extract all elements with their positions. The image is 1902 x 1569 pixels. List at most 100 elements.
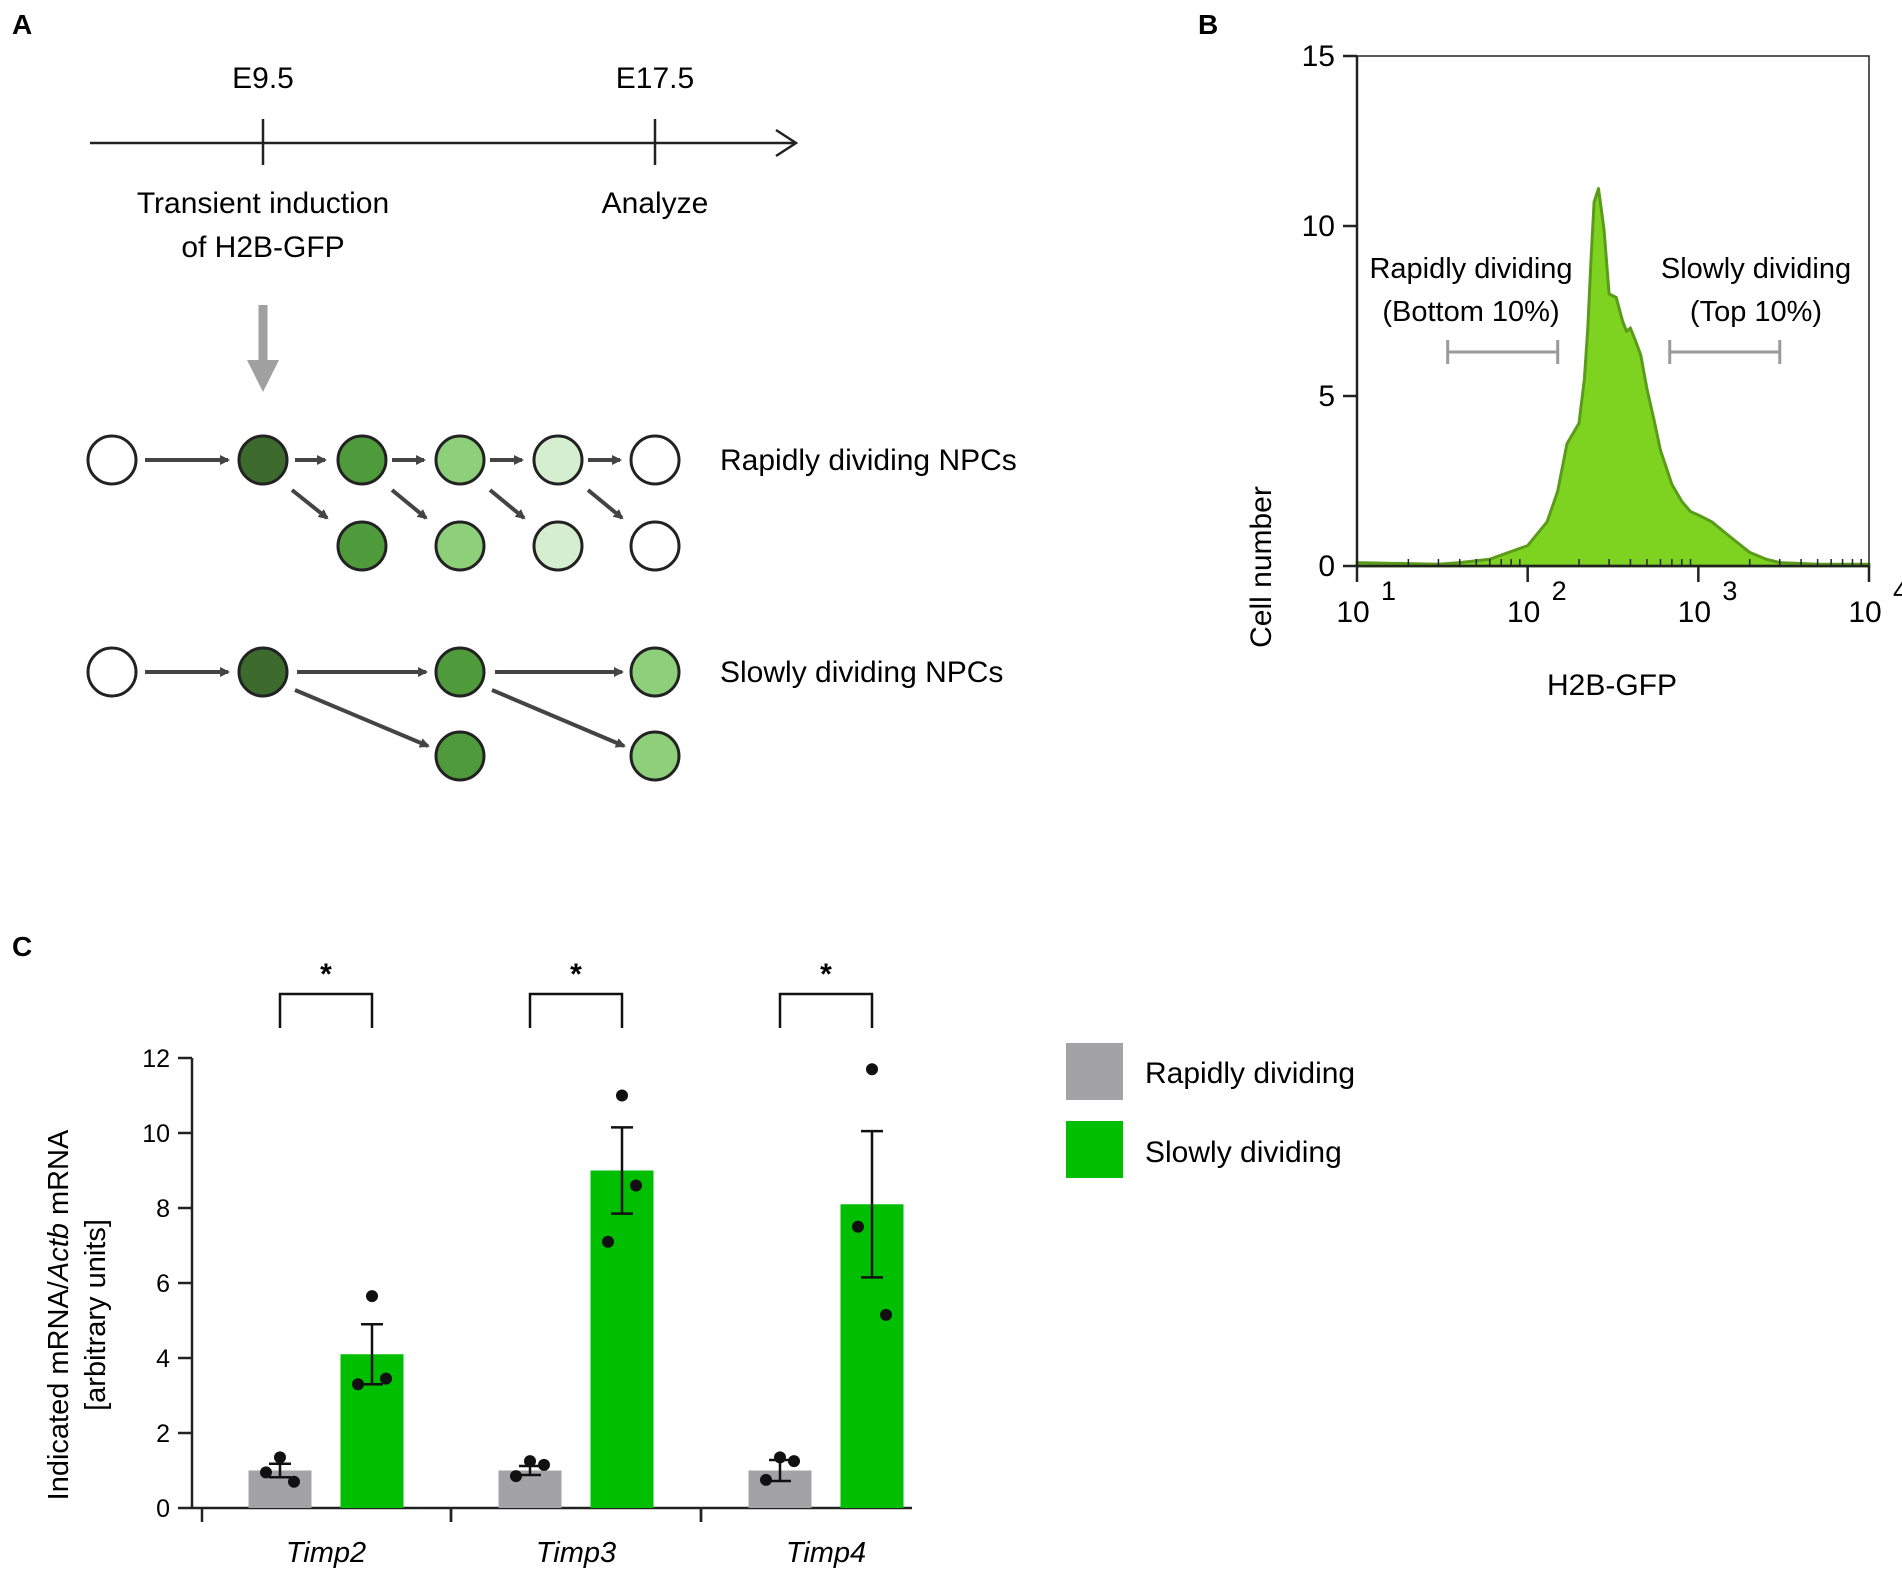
data-point [616,1089,628,1102]
bar-category-label: Timp4 [786,1537,866,1569]
bar-y-tick-label: 2 [156,1420,170,1448]
bar-ylabel-gene: Actb [43,1223,75,1283]
panel-b-label: B [1198,9,1218,40]
histogram-y-tick-label: 0 [1318,550,1335,583]
data-point [366,1290,378,1303]
histogram-x-tick-label: 10 [1336,596,1369,629]
rapid-cell [86,434,138,486]
slow-daughter-cell [434,730,486,782]
rapid-cell [532,434,584,486]
bar-ylabel-line2: [arbitrary units] [80,1219,112,1411]
slow-gate-label-line2: (Top 10%) [1690,296,1822,328]
significance-bracket [528,992,624,1028]
bar-category-label: Timp2 [286,1537,366,1569]
histogram-ylabel: Cell number [1245,486,1278,648]
rapid-arrow [390,488,428,520]
bar-rapid [498,1470,562,1508]
panel-a: A E9.5 E17.5 Transient induction of H2B-… [12,9,1017,782]
bar-slow [590,1170,654,1508]
histogram-x-tick-exponent: 4 [1893,576,1902,606]
rapid-arrow [290,488,329,520]
timeline-arrowhead [775,128,799,158]
slow-arrow [491,688,626,748]
legend-label-slow: Slowly dividing [1145,1136,1342,1169]
rapid-daughter-cell [336,520,388,572]
data-point [380,1372,392,1385]
data-point [524,1455,536,1468]
slow-npcs-label: Slowly dividing NPCs [720,656,1003,689]
bar-y-tick-label: 8 [156,1195,170,1223]
induction-arrow-head [247,360,279,392]
bar-category-label: Timp3 [536,1537,616,1569]
rapid-gate-label-line1: Rapidly dividing [1369,253,1572,285]
rapid-npcs-label: Rapidly dividing NPCs [720,444,1017,477]
slow-cell [629,646,681,698]
bar-ylabel: Indicated mRNA/Actb mRNA [arbitrary unit… [43,1129,112,1500]
slow-lineage-arrows [145,667,626,748]
bar-plot: 0 2 4 6 8 10 12 Timp2 * Timp3 * Timp4 * [142,958,912,1569]
bar-y-tick-label: 10 [142,1120,170,1148]
bar-y-tick-label: 12 [142,1045,170,1073]
slow-gate-label-line1: Slowly dividing [1661,253,1851,285]
histogram-y-tick-label: 5 [1318,380,1335,413]
data-point [288,1475,300,1488]
panel-c-label: C [12,931,32,962]
histogram-x-tick-label: 10 [1678,596,1711,629]
significance-bracket [278,992,374,1028]
legend-swatch-slow [1066,1121,1123,1178]
rapid-arrow [488,488,526,520]
histogram-xlabel: H2B-GFP [1547,669,1677,702]
rapid-cell [336,434,388,486]
data-point [760,1473,772,1486]
histogram-x-tick-exponent: 1 [1381,576,1396,606]
bar-y-tick-label: 0 [156,1495,170,1523]
slow-cell [237,646,289,698]
significance-star: * [820,958,832,991]
histogram-x-tick-label: 10 [1507,596,1540,629]
rapid-arrow [586,488,624,520]
analyze-label: Analyze [602,187,709,220]
data-point [852,1220,864,1233]
slow-cell [434,646,486,698]
slow-cell [86,646,138,698]
data-point [788,1455,800,1468]
significance-star: * [570,958,582,991]
rapid-daughter-cell [629,520,681,572]
significance-star: * [320,958,332,991]
data-point [260,1466,272,1479]
significance-bracket [778,992,874,1028]
histogram-x-tick-label: 10 [1848,596,1881,629]
histogram-plot: 0 5 10 15 10 1 10 2 10 3 10 4 [1302,40,1902,629]
histogram-y-tick-label: 10 [1302,210,1335,243]
rapid-cell [237,434,289,486]
data-point [538,1458,550,1471]
panel-c: C 0 2 4 6 8 10 12 Timp2 * Timp3 * Timp4 * Indicated … [12,931,1355,1569]
histogram-x-tick-exponent: 2 [1552,576,1567,606]
data-point [774,1451,786,1464]
panel-a-label: A [12,9,32,40]
rapid-lineage-arrows [145,455,624,520]
bar-y-tick-label: 6 [156,1270,170,1298]
bar-ylabel-part2: mRNA [43,1129,75,1223]
rapid-cell [629,434,681,486]
data-point [352,1378,364,1391]
legend-swatch-rapid [1066,1043,1123,1100]
panel-b: B 0 5 10 15 10 1 10 2 10 3 10 4 Cell number H2B-GFP… [1198,9,1902,702]
timeline-label-e175: E17.5 [616,62,694,95]
histogram-x-tick-exponent: 3 [1722,576,1737,606]
histogram-y-tick-label: 15 [1302,40,1335,73]
cell-diagram [86,434,681,782]
data-point [630,1179,642,1192]
bar-ylabel-line1: Indicated mRNA/Actb mRNA [43,1129,75,1500]
slow-arrow [294,688,430,748]
induction-label-line1: Transient induction [137,187,389,220]
histogram-area [1355,187,1871,568]
slow-daughter-cell [629,730,681,782]
data-point [866,1063,878,1076]
rapid-daughter-cell [434,520,486,572]
data-point [880,1308,892,1321]
legend-label-rapid: Rapidly dividing [1145,1057,1355,1090]
rapid-daughter-cell [532,520,584,572]
data-point [510,1470,522,1483]
